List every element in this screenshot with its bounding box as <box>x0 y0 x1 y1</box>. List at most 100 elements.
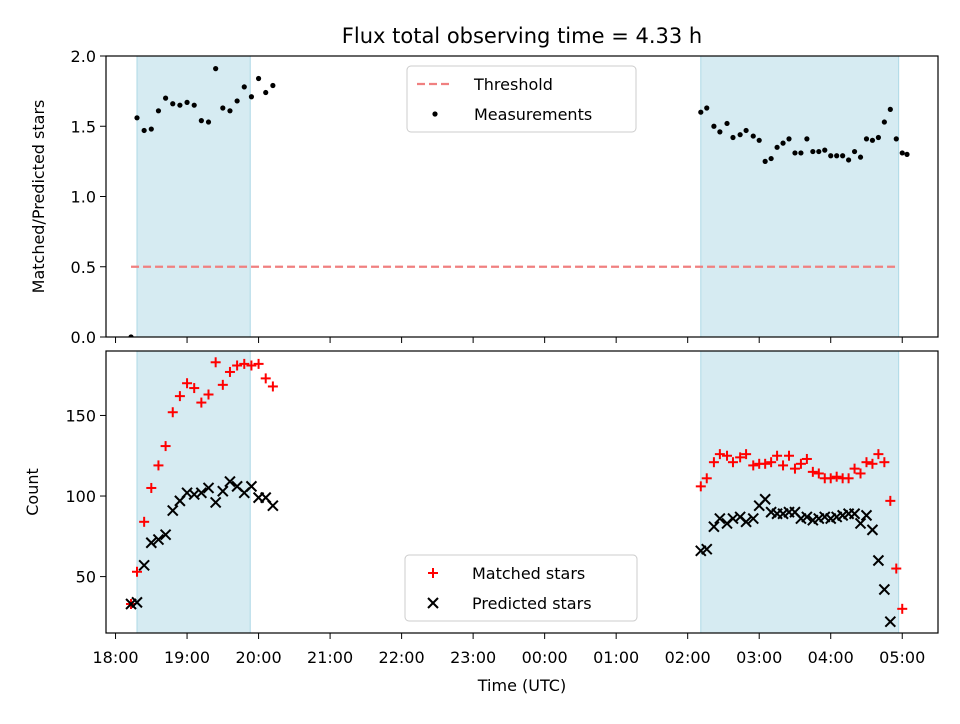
legend: Matched stars Predicted stars <box>404 554 638 622</box>
measurement-point <box>128 334 134 337</box>
y-tick-label: 1.0 <box>71 188 96 207</box>
x-b <box>854 517 867 530</box>
measurement-point <box>704 105 710 111</box>
x-tick-label: 03:00 <box>736 648 782 667</box>
predicted-star-point <box>152 533 165 546</box>
x-b <box>202 482 215 494</box>
x-b <box>819 511 831 523</box>
matched-star-point <box>167 407 178 418</box>
x-tick-label: 20:00 <box>236 648 282 667</box>
bottom-panel: 50 100 150 18:00 19:00 20:00 21:00 22:00 23:00 00… <box>23 350 939 695</box>
predicted-star-point <box>714 512 726 525</box>
predicted-star-point <box>878 583 891 596</box>
top-panel: 0.0 0.5 1.0 1.5 2.0 Matched/Predicted stars Th… <box>29 47 939 347</box>
legend-label: Matched stars <box>472 564 585 583</box>
measurement-point <box>899 150 905 156</box>
matched-star-point <box>831 471 842 482</box>
y-tick-label: 100 <box>65 487 96 506</box>
matched-star-point <box>189 383 200 394</box>
x-b <box>801 511 813 523</box>
measurement-point <box>743 127 749 134</box>
y-tick-label: 150 <box>65 406 96 425</box>
predicted-star-point <box>854 517 867 530</box>
measurement-point <box>863 136 870 142</box>
x-b <box>714 512 726 525</box>
measurement-point <box>737 132 743 138</box>
matched-star-point <box>789 463 800 474</box>
matched-star-point <box>246 360 257 371</box>
legend: Threshold Measurements <box>406 65 637 133</box>
measurement-point <box>840 153 846 159</box>
predicted-star-point <box>708 520 720 533</box>
plot-area <box>128 66 910 337</box>
measurement-point <box>756 137 762 143</box>
measurement-point <box>248 94 255 100</box>
measurement-point <box>875 134 882 141</box>
measurement-point <box>887 106 893 112</box>
measurement-point <box>205 119 212 125</box>
legend-predicted-swatch <box>427 597 439 609</box>
measurement-point <box>711 123 717 129</box>
matched-star-point <box>153 460 164 471</box>
predicted-star-point <box>872 554 885 567</box>
measurement-point <box>177 102 183 108</box>
x-b <box>224 475 236 488</box>
measurement-point <box>786 136 792 142</box>
predicted-star-point <box>267 499 279 512</box>
measurement-point <box>198 118 204 124</box>
legend-box <box>404 554 638 622</box>
measurement-point <box>792 150 798 156</box>
matched-star-point <box>760 458 771 469</box>
measurement-point <box>774 144 780 150</box>
legend-label: Measurements <box>474 105 592 124</box>
predicted-star-point <box>167 504 179 517</box>
predicted-star-point <box>866 524 879 536</box>
matched-star-point <box>722 450 733 461</box>
matched-star-point <box>131 566 142 577</box>
x-tick-label: 21:00 <box>307 648 353 667</box>
predicted-star-point <box>245 480 258 493</box>
matched-star-point <box>695 481 706 492</box>
measurement-point <box>234 98 240 104</box>
x-tick-label: 01:00 <box>593 648 639 667</box>
measurement-point <box>904 151 910 157</box>
matched-star-point <box>778 460 789 471</box>
matched-star-point <box>174 391 185 402</box>
predicted-star-point <box>701 543 713 555</box>
matched-star-point <box>714 449 725 460</box>
measurement-point <box>816 148 822 155</box>
measurement-point <box>822 147 828 153</box>
legend-measurement-swatch <box>432 111 438 117</box>
predicted-star-point <box>747 512 759 525</box>
measurement-point <box>255 75 262 82</box>
matched-star-point <box>801 453 812 464</box>
x-tick-label: 19:00 <box>164 648 210 667</box>
x-b <box>701 543 713 555</box>
predicted-star-point <box>224 475 236 488</box>
measurement-point <box>155 108 162 114</box>
x-b <box>152 533 165 546</box>
x-tick-label: 22:00 <box>379 648 425 667</box>
measurement-point <box>170 101 176 107</box>
matched-star-point <box>813 468 824 479</box>
y-tick-label: 50 <box>76 568 96 587</box>
x-b <box>195 487 208 499</box>
x-tick-label: 02:00 <box>665 648 711 667</box>
observing-window-1 <box>136 55 251 338</box>
x-b <box>231 480 243 493</box>
x-tick-label: 18:00 <box>92 648 138 667</box>
predicted-star-point <box>138 559 150 572</box>
measurement-point <box>191 102 197 108</box>
matched-star-point <box>867 458 878 469</box>
y-axis-label: Count <box>23 468 42 516</box>
measurement-point <box>184 99 190 105</box>
measurement-point <box>893 136 899 142</box>
legend-box <box>406 65 637 133</box>
x-tick-label: 05:00 <box>879 648 925 667</box>
predicted-star-point <box>195 487 208 499</box>
predicted-star-point <box>209 496 222 509</box>
x-tick-label: 04:00 <box>808 648 854 667</box>
measurement-point <box>724 120 730 127</box>
matched-star-point <box>855 468 866 479</box>
